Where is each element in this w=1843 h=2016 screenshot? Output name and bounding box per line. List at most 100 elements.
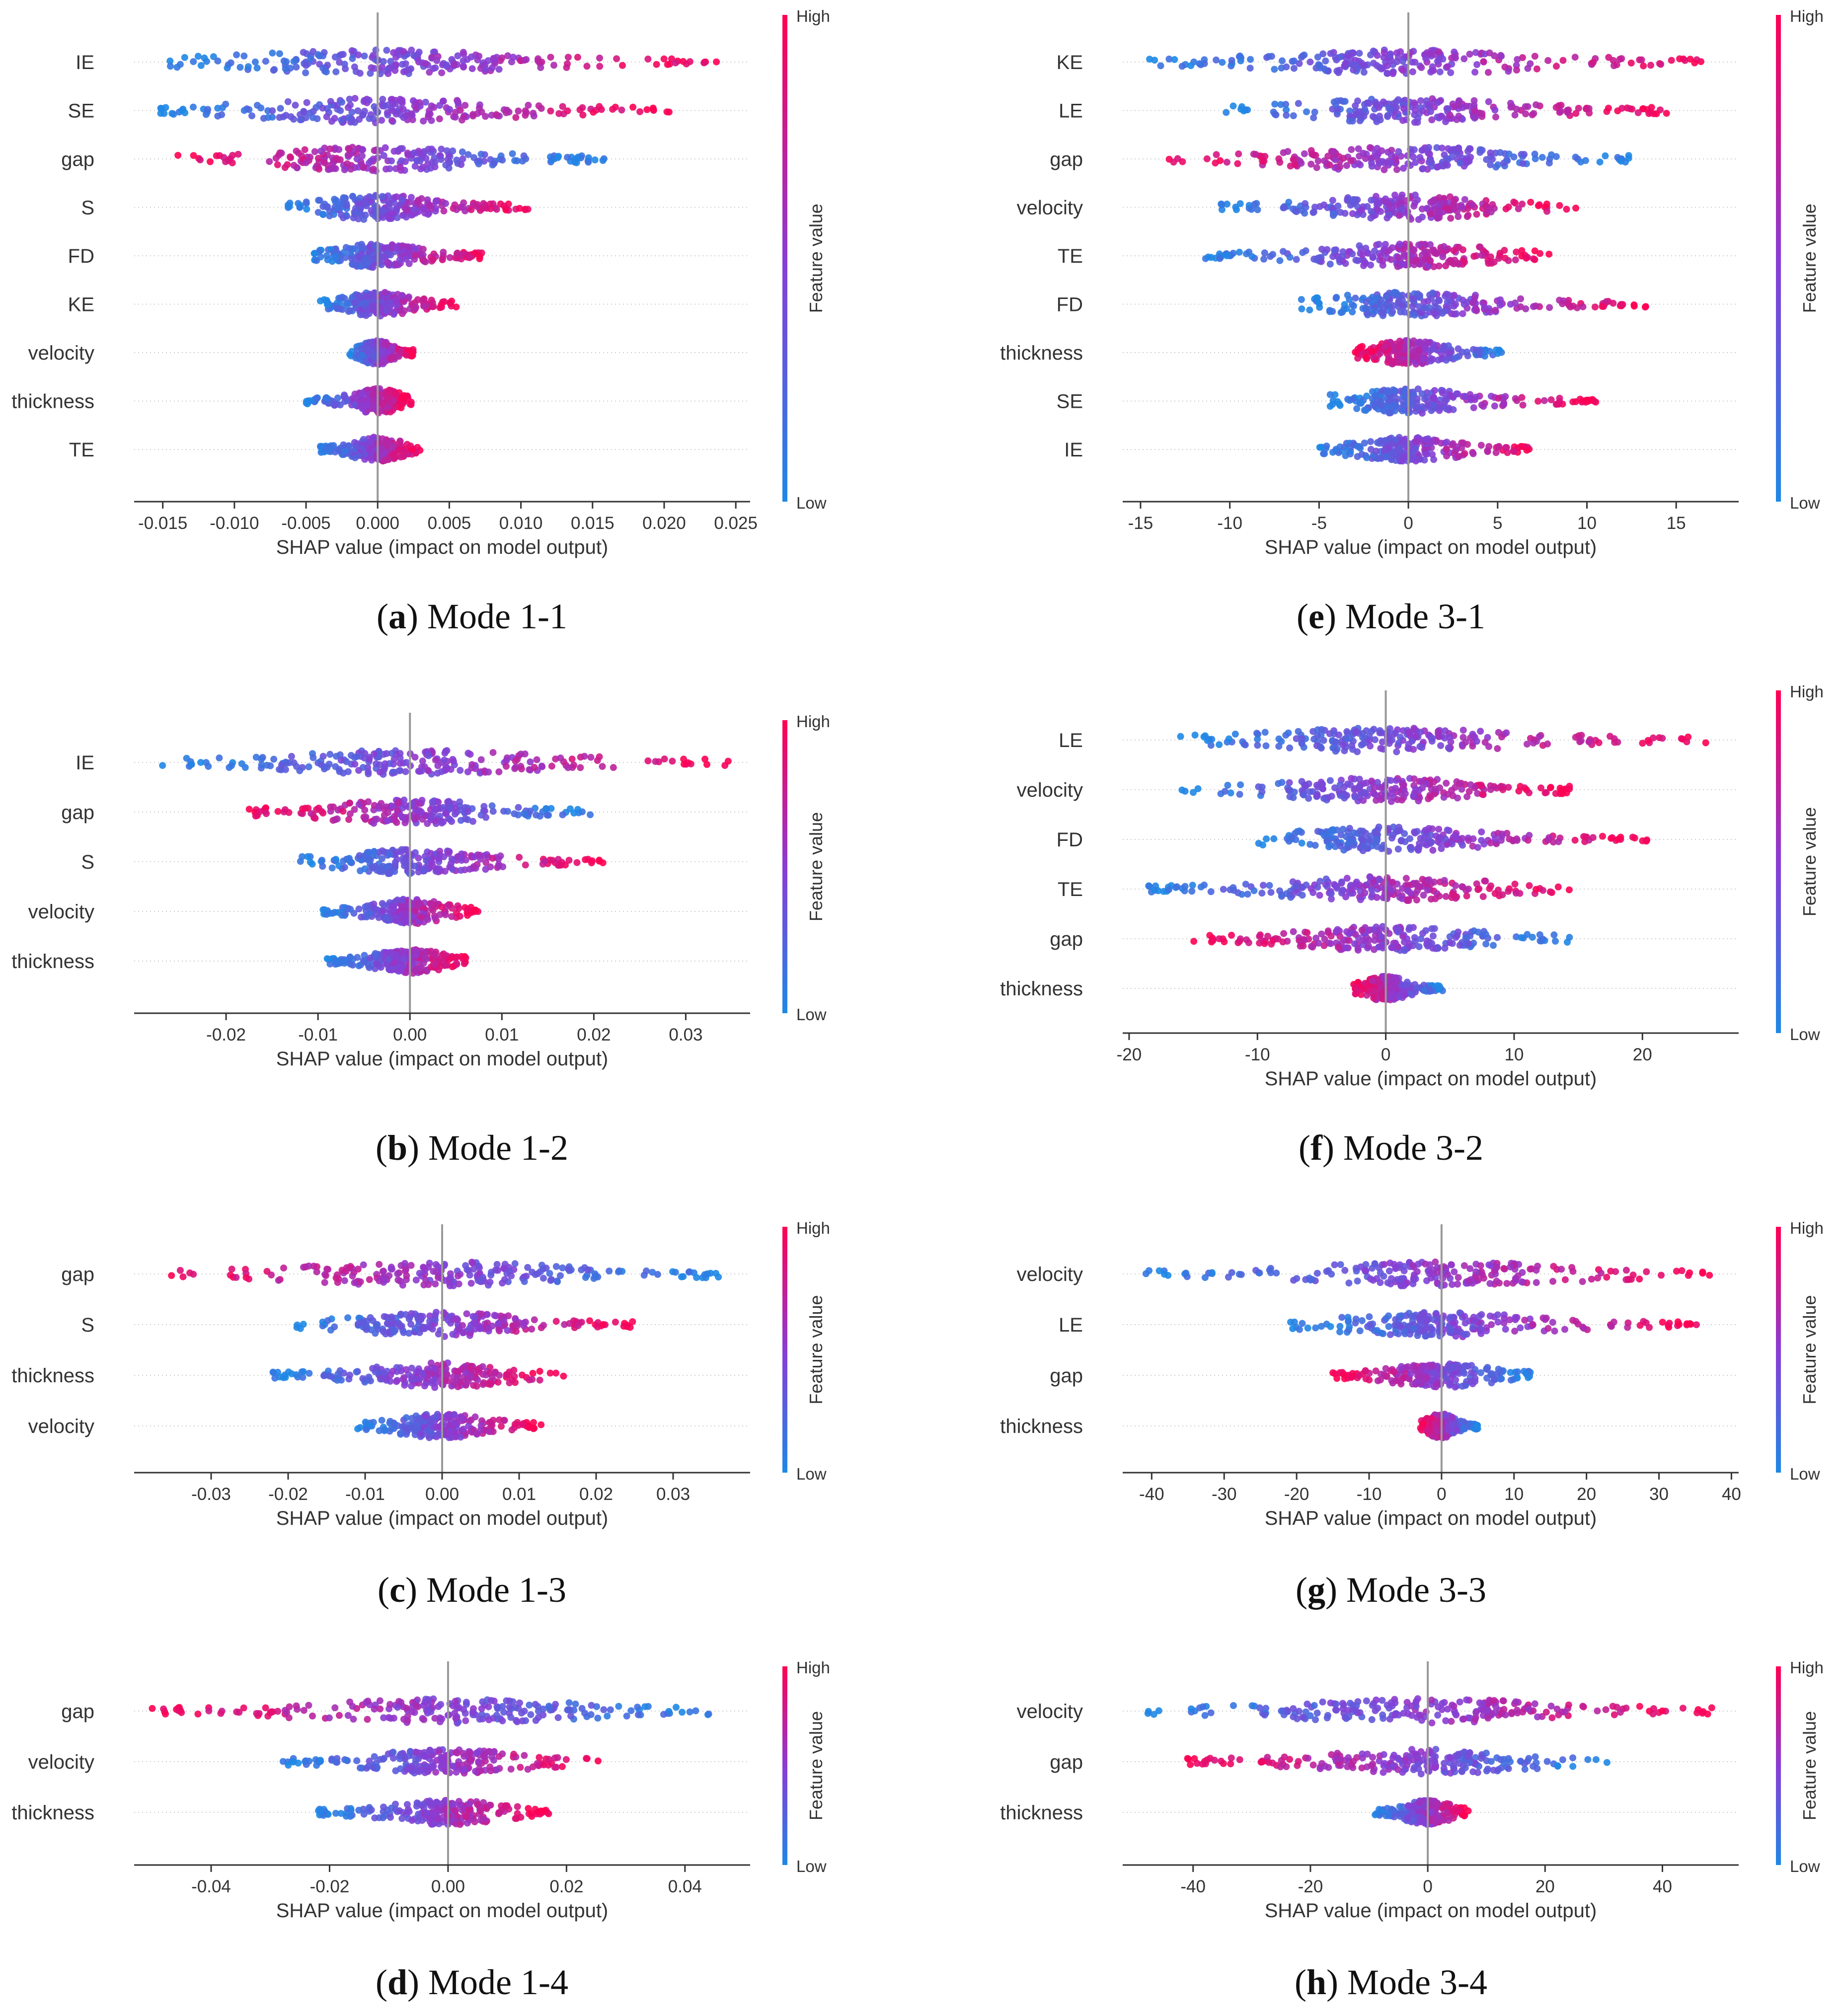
shap-point [443,810,450,818]
shap-point [351,760,359,768]
shap-point [425,1701,432,1708]
shap-point [384,70,392,77]
shap-point [414,198,422,206]
shap-point [505,1805,513,1813]
shap-point [390,354,397,361]
shap-point [343,160,351,167]
shap-point [379,1275,386,1282]
shap-point [493,1766,500,1774]
shap-point [346,1698,354,1706]
shap-point [460,1425,467,1433]
shap-point [377,1369,384,1376]
shap-point [547,107,554,115]
colorbar-high-label: High [796,712,830,731]
shap-point [1676,55,1683,63]
feature-label-gap: gap [61,802,94,823]
x-tick-label: 0.00 [431,1877,465,1896]
shap-point [450,757,457,765]
shap-point [380,355,387,363]
shap-point [282,806,289,814]
shap-point [280,1265,287,1271]
shap-point [485,1703,492,1711]
feature-label-thickness: thickness [11,951,94,972]
shap-point [558,859,566,866]
panel-caption-c: (c) Mode 1-3 [378,1570,566,1610]
shap-point [1246,65,1254,72]
shap-point [396,163,404,171]
shap-point [511,810,518,818]
shap-point [429,907,437,914]
shap-point [408,1415,416,1422]
shap-point [201,54,208,62]
shap-point [408,446,416,453]
shap-point [388,157,395,164]
shap-point [417,165,424,172]
shap-point [457,767,464,774]
shap-point [345,146,353,153]
shap-point [403,1801,411,1808]
shap-point [337,1810,345,1817]
caption-letter: c [389,1570,405,1610]
shap-point [355,1806,363,1814]
shap-point [415,854,422,862]
shap-point [1471,69,1479,76]
shap-point [1473,61,1481,68]
shap-point [434,769,441,777]
shap-point [417,964,425,971]
shap-point [1171,56,1178,63]
shap-point [406,400,414,408]
shap-point [514,1718,521,1725]
shap-point [661,755,668,763]
shap-point [369,1365,376,1372]
shap-point [389,107,396,114]
shap-point [1319,50,1327,58]
shap-point [283,58,290,66]
shap-point [468,761,476,768]
shap-point [340,248,348,256]
shap-point [426,202,433,209]
shap-point [427,164,434,172]
shap-point [354,1266,362,1273]
shap-point [299,1374,307,1381]
shap-point [361,754,368,762]
shap-point [319,810,327,817]
shap-point [346,800,353,807]
shap-point [410,961,417,968]
shap-point [310,1263,317,1270]
shap-point [354,107,362,115]
shap-point [437,1701,445,1708]
colorbar-low-label: Low [796,1857,827,1875]
shap-point [525,1805,532,1812]
shap-point [317,1807,324,1814]
shap-point [427,1799,435,1807]
shap-point [458,1414,465,1421]
shap-point [292,101,299,109]
shap-point [463,1813,470,1820]
shap-point [376,1261,383,1268]
shap-point [427,1708,435,1716]
shap-point [349,1272,356,1279]
shap-point [414,51,421,58]
x-tick-label: -0.01 [345,1485,385,1504]
shap-point [345,443,353,449]
shap-point [470,1382,477,1389]
shap-point [436,115,443,123]
shap-point [453,303,460,311]
shap-point [351,95,359,102]
shap-point [303,99,310,106]
shap-point [434,1815,441,1823]
shap-point [449,866,457,873]
shap-point [431,158,439,166]
shap-point [535,55,542,63]
shap-point [415,1810,422,1818]
shap-point [353,1757,361,1764]
shap-point [555,110,563,117]
shap-point [440,97,447,105]
shap-point [453,250,461,257]
shap-point [537,64,544,72]
shap-point [551,1764,558,1771]
shap-point [305,1263,312,1269]
shap-point [506,1368,513,1376]
shap-point [503,762,510,770]
